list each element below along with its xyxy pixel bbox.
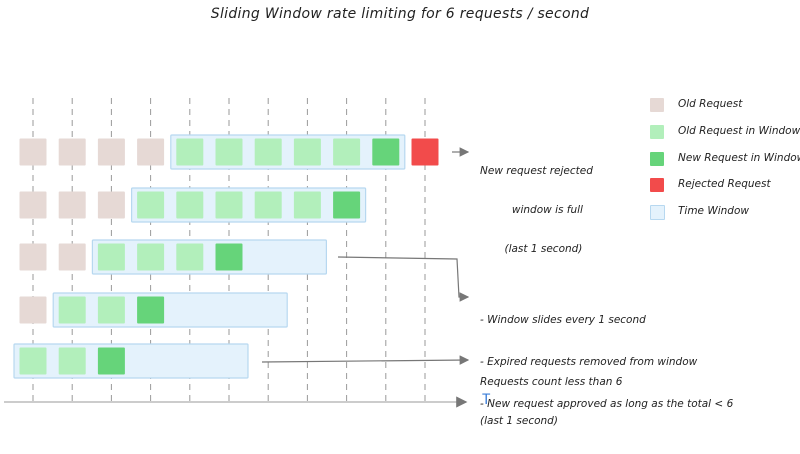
note-count: Requests count less than 6 (last 1 secon… <box>480 350 622 454</box>
in-window-request-square <box>97 296 125 324</box>
in-window-request-square <box>293 138 321 166</box>
rejected-request-square <box>411 138 439 166</box>
new-request-square <box>372 138 400 166</box>
note-count-line-1: Requests count less than 6 <box>480 376 623 388</box>
legend-label-rejected: Rejected Request <box>678 178 771 190</box>
in-window-request-square <box>137 243 165 271</box>
legend-swatch-rejected <box>650 178 664 192</box>
time-window-box <box>131 187 367 223</box>
in-window-request-square <box>58 296 86 324</box>
new-request-square <box>333 191 361 219</box>
diagram-title: Sliding Window rate limiting for 6 reque… <box>210 6 590 22</box>
legend-label-old: Old Request <box>678 98 743 110</box>
note-sliding-line-3: - New request approved as long as the to… <box>480 398 734 410</box>
note-rejected: New request rejected window is full (las… <box>480 139 593 282</box>
legend-label-in-window: Old Request in Window <box>678 125 800 137</box>
new-request-square <box>137 296 165 324</box>
in-window-request-square <box>333 138 361 166</box>
legend-label-new: New Request in Window <box>678 152 800 164</box>
in-window-request-square <box>293 191 321 219</box>
old-request-square <box>97 138 125 166</box>
note-sliding-line-2: - Expired requests removed from window <box>480 356 698 368</box>
arrow-sliding-note <box>337 256 470 302</box>
note-sliding-line-1: - Window slides every 1 second <box>480 314 646 326</box>
old-request-square <box>137 138 165 166</box>
legend-swatch-old <box>650 98 664 112</box>
old-request-square <box>58 243 86 271</box>
diagram-stage: Sliding Window rate limiting for 6 reque… <box>4 6 800 427</box>
in-window-request-square <box>176 191 204 219</box>
time-window-box <box>91 239 328 275</box>
legend-label-time-window: Time Window <box>678 205 749 217</box>
old-request-square <box>58 138 86 166</box>
legend-swatch-in-window <box>650 125 664 139</box>
old-request-square <box>19 138 47 166</box>
in-window-request-square <box>215 191 243 219</box>
note-rejected-line-3: (last 1 second) <box>504 243 583 255</box>
time-axis-label: T <box>482 392 491 408</box>
in-window-request-square <box>215 138 243 166</box>
in-window-request-square <box>58 347 86 375</box>
time-window-box <box>52 292 288 328</box>
arrow-count-note <box>261 355 470 365</box>
note-rejected-line-2: window is full <box>511 204 583 216</box>
in-window-request-square <box>19 347 47 375</box>
in-window-request-square <box>137 191 165 219</box>
time-window-box <box>170 134 406 170</box>
in-window-request-square <box>254 138 282 166</box>
in-window-request-square <box>176 243 204 271</box>
new-request-square <box>97 347 125 375</box>
time-window-box <box>13 343 249 379</box>
old-request-square <box>97 191 125 219</box>
old-request-square <box>19 296 47 324</box>
note-sliding: - Window slides every 1 second - Expired… <box>480 285 733 439</box>
in-window-request-square <box>97 243 125 271</box>
diagram-canvas <box>4 98 470 408</box>
note-rejected-line-1: New request rejected <box>480 165 593 177</box>
old-request-square <box>58 191 86 219</box>
in-window-request-square <box>176 138 204 166</box>
legend-swatch-new <box>650 152 664 166</box>
new-request-square <box>215 243 243 271</box>
old-request-square <box>19 243 47 271</box>
old-request-square <box>19 191 47 219</box>
legend-swatch-time-window <box>650 205 665 220</box>
note-count-line-2: (last 1 second) <box>480 415 558 427</box>
in-window-request-square <box>254 191 282 219</box>
